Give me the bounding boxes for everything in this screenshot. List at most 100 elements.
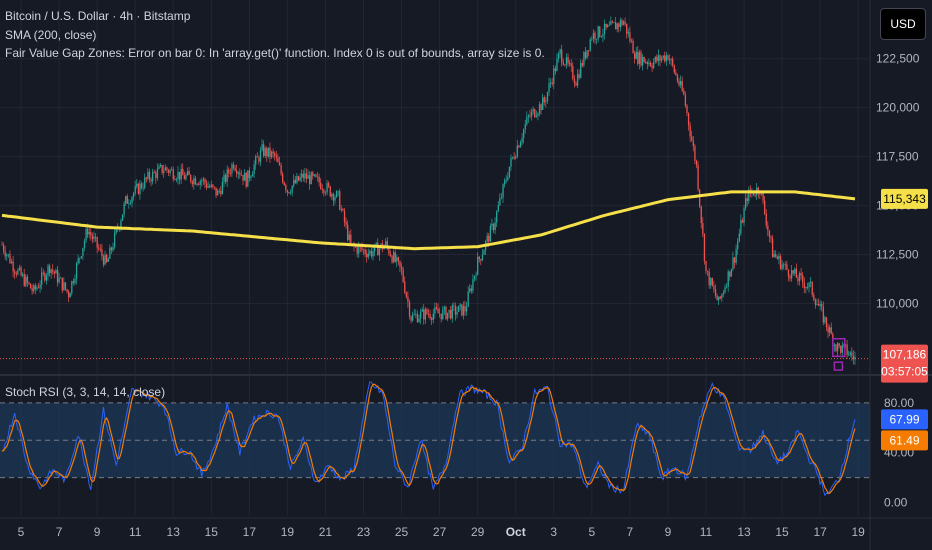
candle-down xyxy=(840,345,842,353)
time-tick-label: 13 xyxy=(737,525,751,539)
candle-down xyxy=(98,247,100,249)
candle-up xyxy=(334,197,336,201)
time-tick-label: 13 xyxy=(167,525,181,539)
candle-down xyxy=(529,115,531,117)
candle-up xyxy=(748,189,750,201)
candle-down xyxy=(209,186,211,188)
candle-up xyxy=(75,263,78,279)
price-tick-label: 120,000 xyxy=(876,101,920,115)
candle-down xyxy=(72,281,75,283)
time-tick-label: 3 xyxy=(550,525,557,539)
last-price-badge: 107,186 xyxy=(883,348,927,362)
candle-down xyxy=(94,236,97,238)
candle-up xyxy=(221,181,224,195)
sma-legend[interactable]: SMA (200, close) xyxy=(5,28,97,42)
candle-down xyxy=(561,49,563,63)
candle-up xyxy=(459,304,461,306)
candle-up xyxy=(289,192,292,194)
candle-down xyxy=(664,55,666,62)
candle-up xyxy=(580,63,582,78)
candle-down xyxy=(746,198,748,201)
candle-up xyxy=(670,59,672,61)
fvg-error-legend[interactable]: Fair Value Gap Zones: Error on bar 0: In… xyxy=(5,46,545,60)
candle-up xyxy=(462,305,465,316)
candle-up xyxy=(619,20,622,28)
candle-up xyxy=(724,287,726,293)
candle-down xyxy=(554,68,557,72)
candle-down xyxy=(96,237,98,248)
candle-down xyxy=(678,81,680,86)
time-tick-label: 5 xyxy=(588,525,595,539)
candle-up xyxy=(41,272,43,285)
candle-down xyxy=(283,182,285,186)
candle-up xyxy=(519,142,522,148)
candle-up xyxy=(128,203,130,205)
candle-down xyxy=(759,193,761,195)
candle-down xyxy=(224,174,227,182)
candle-up xyxy=(467,291,469,307)
candle-up xyxy=(740,220,742,234)
candle-down xyxy=(686,105,688,114)
candle-up xyxy=(139,183,141,194)
currency-button[interactable]: USD xyxy=(880,8,926,40)
candle-up xyxy=(456,311,458,315)
candle-up xyxy=(475,274,477,276)
candle-down xyxy=(213,186,216,188)
candle-down xyxy=(277,157,279,163)
candle-up xyxy=(58,277,60,283)
candle-up xyxy=(304,173,306,179)
candle-down xyxy=(205,183,208,188)
candle-down xyxy=(308,175,311,185)
time-tick-label: 9 xyxy=(665,525,672,539)
candle-up xyxy=(583,52,585,66)
candle-up xyxy=(654,56,656,62)
candle-down xyxy=(297,176,300,181)
candle-up xyxy=(491,224,493,227)
stoch-rsi-legend[interactable]: Stoch RSI (3, 3, 14, 14, close) xyxy=(5,385,166,399)
candle-up xyxy=(259,150,262,162)
candle-down xyxy=(656,56,658,62)
bar-countdown-badge: 03:57:05 xyxy=(881,365,928,379)
candle-up xyxy=(494,222,496,231)
candle-up xyxy=(548,83,550,93)
candle-up xyxy=(93,236,95,240)
candle-down xyxy=(263,144,265,156)
candle-down xyxy=(288,192,290,193)
fvg-markers xyxy=(832,337,846,371)
candle-up xyxy=(142,187,144,189)
candle-up xyxy=(207,186,209,188)
candle-down xyxy=(188,171,190,176)
time-tick-label: Oct xyxy=(506,525,526,539)
candle-up xyxy=(307,175,309,179)
candle-down xyxy=(822,306,824,323)
candle-up xyxy=(159,165,162,167)
candle-down xyxy=(274,153,276,156)
candle-down xyxy=(44,273,46,281)
candlestick-series xyxy=(1,16,856,365)
candle-down xyxy=(846,344,848,355)
candle-up xyxy=(237,172,239,174)
candle-down xyxy=(4,251,6,257)
candle-down xyxy=(450,309,452,319)
candle-up xyxy=(326,183,328,193)
candle-down xyxy=(803,282,805,289)
candle-down xyxy=(364,249,366,254)
candle-down xyxy=(67,291,70,298)
candle-up xyxy=(419,311,422,319)
candle-up xyxy=(413,314,415,316)
candle-down xyxy=(659,55,661,61)
candle-down xyxy=(386,241,388,247)
candle-down xyxy=(174,179,176,180)
candle-down xyxy=(624,21,626,24)
candle-down xyxy=(101,249,103,257)
candle-up xyxy=(591,38,593,40)
candle-up xyxy=(39,284,41,288)
candle-down xyxy=(190,175,192,182)
candle-up xyxy=(530,111,533,117)
candle-down xyxy=(204,179,206,184)
candle-down xyxy=(275,155,277,158)
rsi-tick-label: 80.00 xyxy=(884,396,914,410)
candle-down xyxy=(672,59,674,66)
candle-up xyxy=(299,177,301,181)
